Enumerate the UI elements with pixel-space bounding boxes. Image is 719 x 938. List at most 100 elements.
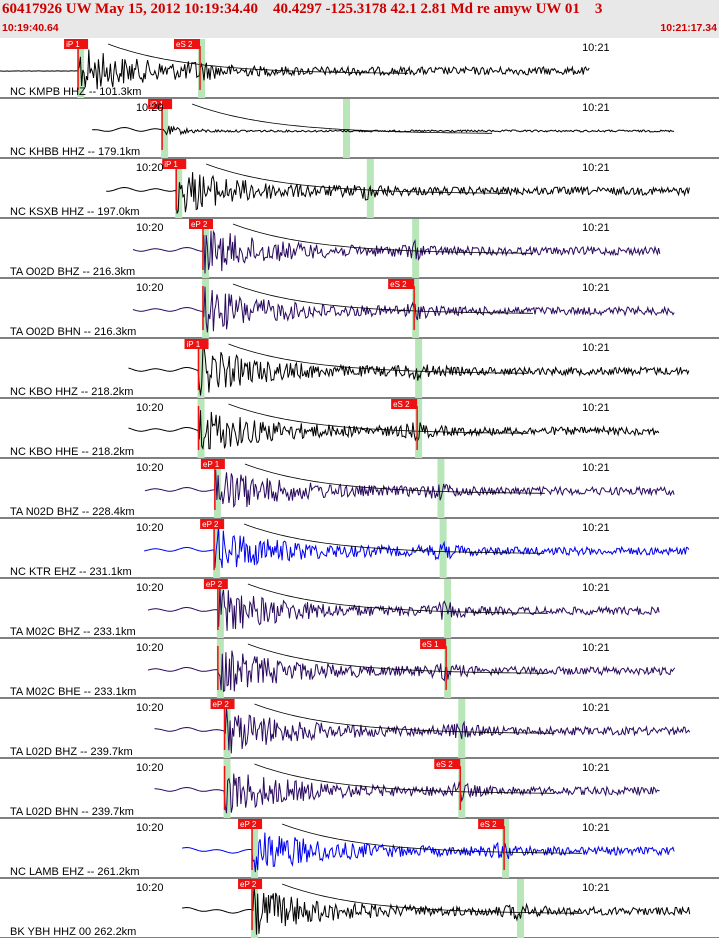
coda-curve	[228, 343, 529, 374]
trace-row: eP 2 10:20 10:21 NC KTR EHZ -- 231.1km	[0, 519, 719, 579]
trace-row: eS 2 10:20 10:21 NC KBO HHE -- 218.2km	[0, 399, 719, 459]
p-pick-label: iP 1	[150, 100, 164, 109]
coda-curve	[191, 103, 493, 134]
s-pick-label: eS 2	[393, 400, 410, 409]
station-label: NC KSXB HHZ -- 197.0km	[10, 206, 140, 218]
s-window	[343, 99, 351, 158]
header: 60417926 UW May 15, 2012 10:19:34.40 40.…	[0, 0, 719, 38]
waveform	[147, 650, 676, 692]
minute-label: 10:20	[136, 102, 164, 114]
p-pick-label: eP 1	[203, 460, 220, 469]
coda-curve	[281, 823, 583, 854]
s-pick-label: eS 1	[422, 640, 439, 649]
trace-row: eP 1 10:20 10:21 TA N02D BHZ -- 228.4km	[0, 459, 719, 519]
trace-row: eS 2 10:20 10:21 TA L02D BHN -- 239.7km	[0, 759, 719, 819]
s-window	[198, 39, 206, 98]
waveform	[181, 885, 691, 935]
coda-curve	[247, 583, 548, 614]
waveform	[132, 286, 675, 333]
waveform	[128, 345, 690, 396]
s-window	[415, 339, 423, 398]
s-pick-label: eS 2	[176, 40, 193, 49]
waveform	[144, 469, 675, 509]
p-pick-label: eP 2	[206, 580, 223, 589]
minute-label: 10:21	[582, 582, 610, 594]
p-pick-label: eP 2	[191, 220, 208, 229]
p-pick-box	[203, 579, 228, 589]
s-pick-label: eS 2	[390, 280, 407, 289]
minute-label: 10:20	[136, 522, 164, 534]
coda-curve	[254, 763, 555, 794]
station-label: NC KMPB HHZ -- 101.3km	[10, 86, 141, 98]
trace-row: iP 1 eS 2 10:21 NC KMPB HHZ -- 101.3km	[0, 39, 719, 99]
minute-label: 10:20	[136, 402, 164, 414]
minute-label: 10:21	[582, 42, 610, 54]
s-pick-box	[434, 759, 461, 769]
trace-row: iP 110:20 10:21 NC KHBB HHZ -- 179.1km	[0, 99, 719, 159]
minute-label: 10:21	[582, 522, 610, 534]
coda-curve	[228, 403, 529, 434]
minute-label: 10:20	[136, 762, 164, 774]
minute-label: 10:21	[582, 762, 610, 774]
minute-label: 10:21	[582, 642, 610, 654]
s-window	[458, 759, 466, 818]
waveform	[154, 773, 660, 814]
station-label: TA M02C BHZ -- 233.1km	[10, 626, 136, 638]
minute-label: 10:21	[582, 342, 610, 354]
p-window	[251, 879, 259, 938]
p-pick-box	[200, 519, 225, 529]
s-window	[516, 879, 524, 938]
station-label: TA L02D BHZ -- 239.7km	[10, 746, 133, 758]
minute-label: 10:20	[136, 462, 164, 474]
waveform	[132, 229, 661, 274]
station-label: TA O02D BHZ -- 216.3km	[10, 266, 135, 278]
minute-label: 10:20	[136, 582, 164, 594]
waveform	[92, 125, 675, 136]
coda-curve	[281, 883, 583, 914]
p-pick-box	[188, 219, 213, 229]
p-pick-box	[162, 159, 187, 169]
s-pick-box	[420, 639, 447, 649]
event-title: 60417926 UW May 15, 2012 10:19:34.40 40.…	[2, 1, 603, 17]
p-pick-box	[238, 819, 263, 829]
s-window	[439, 519, 447, 578]
trace-row: eP 2 10:20 10:21 TA O02D BHZ -- 216.3km	[0, 219, 719, 279]
minute-label: 10:20	[136, 222, 164, 234]
minute-label: 10:21	[582, 102, 610, 114]
waveform	[128, 410, 660, 451]
p-window	[223, 699, 231, 758]
coda-curve	[247, 643, 548, 674]
p-pick-box	[148, 99, 173, 109]
p-pick-box	[64, 39, 89, 49]
s-pick-label: eS 2	[480, 820, 497, 829]
coda-curve	[107, 43, 409, 74]
station-label: NC KTR EHZ -- 231.1km	[10, 566, 132, 578]
waveform	[154, 707, 691, 754]
minute-label: 10:21	[582, 822, 610, 834]
station-label: BK YBH HHZ 00 262.2km	[10, 926, 136, 938]
s-window	[444, 579, 452, 638]
s-window	[415, 399, 423, 458]
p-pick-label: eP 2	[240, 820, 257, 829]
start-time: 10:19:40.64	[2, 22, 59, 34]
s-window	[437, 459, 445, 518]
s-pick-box	[478, 819, 505, 829]
p-window	[216, 639, 224, 698]
coda-curve	[244, 463, 545, 494]
p-pick-box	[238, 879, 263, 889]
minute-label: 10:20	[136, 882, 164, 894]
p-pick-label: eP 2	[213, 700, 230, 709]
p-pick-box	[184, 339, 209, 349]
p-window	[161, 99, 169, 158]
minute-label: 10:20	[136, 702, 164, 714]
trace-row: iP 1 10:21 NC KBO HHZ -- 218.2km	[0, 339, 719, 399]
s-window	[444, 639, 452, 698]
minute-label: 10:20	[136, 162, 164, 174]
p-pick-box	[200, 459, 225, 469]
coda-curve	[232, 223, 533, 254]
s-window	[458, 699, 466, 758]
station-label: TA O02D BHN -- 216.3km	[10, 326, 136, 338]
station-label: TA L02D BHN -- 239.7km	[10, 806, 134, 818]
station-label: NC LAMB EHZ -- 261.2km	[10, 866, 140, 878]
